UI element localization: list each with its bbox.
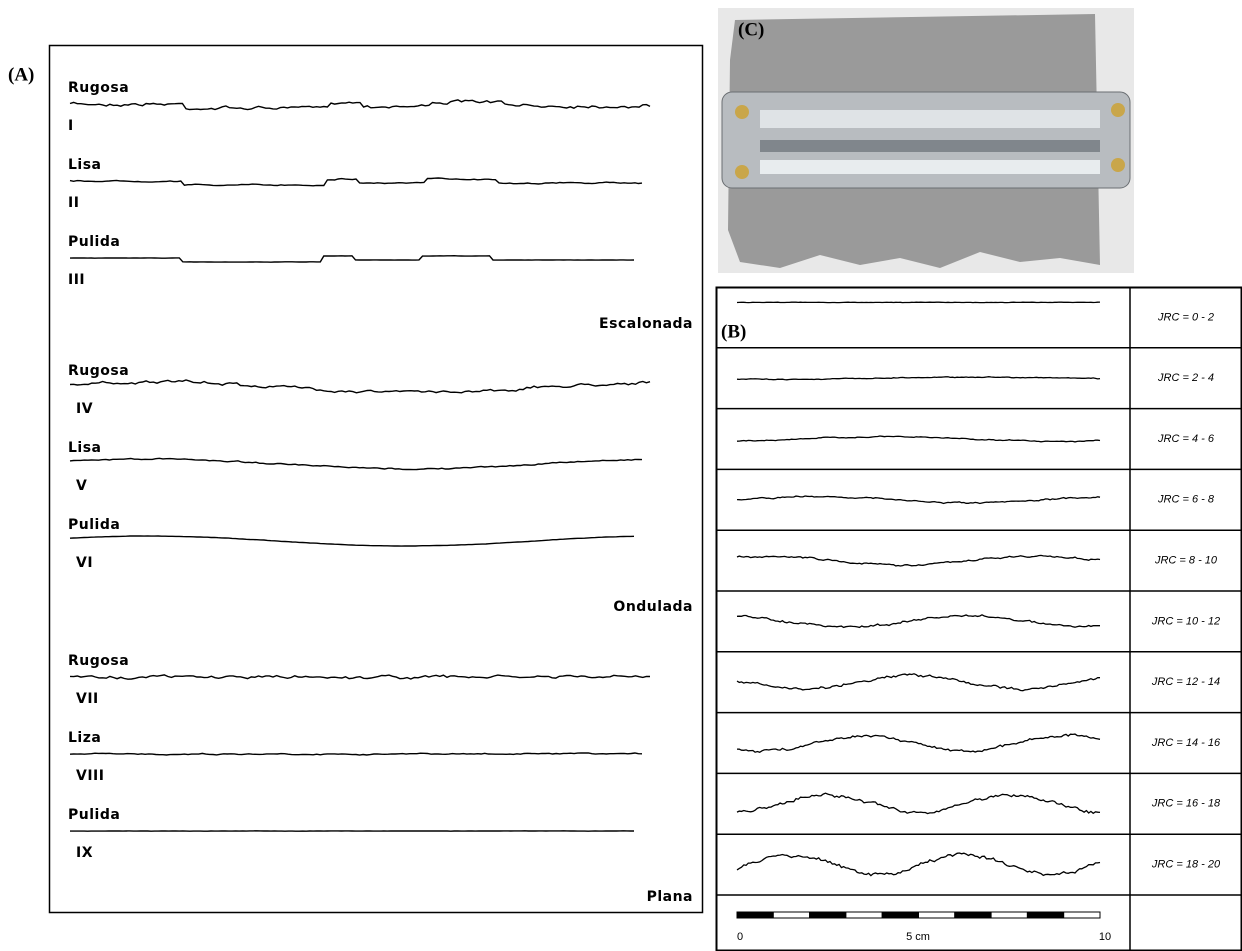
profile-numeral: III (68, 272, 85, 288)
profile-line (736, 733, 1101, 754)
profile-line (736, 852, 1101, 877)
scale-label: 5 cm (906, 931, 930, 943)
surface-type: Escalonada (599, 316, 693, 332)
profile-name: Pulida (68, 234, 120, 250)
scale-segment (990, 911, 1028, 919)
profile-name: Lisa (68, 157, 102, 173)
scale-segment (772, 911, 811, 919)
jrc-label: JRC = 4 - 6 (1157, 433, 1215, 445)
screw (1111, 158, 1125, 172)
profile-numeral: VIII (76, 768, 104, 784)
profile-name: Rugosa (68, 653, 129, 669)
profile-line (69, 674, 650, 680)
profile-line (69, 254, 635, 263)
profile-line (69, 99, 651, 111)
panel-label: (C) (738, 19, 764, 40)
jrc-label: JRC = 0 - 2 (1157, 311, 1214, 323)
scale-segment (1026, 911, 1065, 919)
jrc-label: JRC = 6 - 8 (1157, 494, 1215, 506)
scale-segment (809, 911, 847, 919)
profile-numeral: I (68, 118, 74, 134)
profile-numeral: IX (76, 845, 93, 861)
scale-segment (845, 911, 883, 919)
profile-name: Liza (68, 730, 101, 746)
profile-name: Rugosa (68, 80, 129, 96)
gauge-rail (760, 110, 1100, 128)
profile-line (736, 301, 1101, 304)
jrc-label: JRC = 8 - 10 (1154, 555, 1218, 567)
profile-numeral: II (68, 195, 79, 211)
photo (718, 8, 1134, 273)
profile-line (736, 435, 1101, 443)
jrc-label: JRC = 14 - 16 (1151, 737, 1221, 749)
profile-name: Rugosa (68, 363, 129, 379)
profile-name: Lisa (68, 440, 102, 456)
scale-segment (954, 911, 992, 919)
profile-line (736, 554, 1101, 567)
screw (735, 105, 749, 119)
profile-name: Pulida (68, 807, 120, 823)
surface-type: Plana (647, 889, 693, 905)
jrc-label: JRC = 2 - 4 (1157, 372, 1214, 384)
profile-numeral: VI (76, 555, 93, 571)
profile-numeral: IV (76, 401, 93, 417)
profile-line (69, 535, 635, 547)
scale-label: 0 (737, 931, 743, 943)
profile-numeral: V (76, 478, 87, 494)
jrc-label: JRC = 10 - 12 (1151, 615, 1220, 627)
profile-line (69, 177, 643, 187)
jrc-label: JRC = 12 - 14 (1151, 676, 1220, 688)
surface-type: Ondulada (613, 599, 693, 615)
profile-line (69, 752, 643, 756)
panel-a-frame (48, 44, 704, 914)
scale-segment (918, 911, 956, 919)
profile-line (736, 376, 1101, 381)
profile-line (69, 379, 651, 394)
screw (1111, 103, 1125, 117)
scale-segment (736, 911, 774, 919)
profile-line (736, 792, 1101, 815)
panel-label: (B) (721, 321, 746, 342)
profile-numeral: VII (76, 691, 99, 707)
panel-label: (A) (8, 64, 34, 85)
gauge-rail (760, 160, 1100, 174)
gauge-rail (760, 140, 1100, 152)
profile-line (736, 614, 1100, 629)
scale-label: 10 (1099, 931, 1111, 943)
jrc-label: JRC = 16 - 18 (1151, 798, 1221, 810)
jrc-label: JRC = 18 - 20 (1151, 859, 1221, 871)
profile-line (736, 673, 1101, 692)
screw (735, 165, 749, 179)
scale-segment (1063, 911, 1101, 919)
profile-name: Pulida (68, 517, 120, 533)
scale-segment (881, 911, 920, 919)
profile-line (736, 495, 1101, 505)
profile-line (69, 457, 643, 471)
